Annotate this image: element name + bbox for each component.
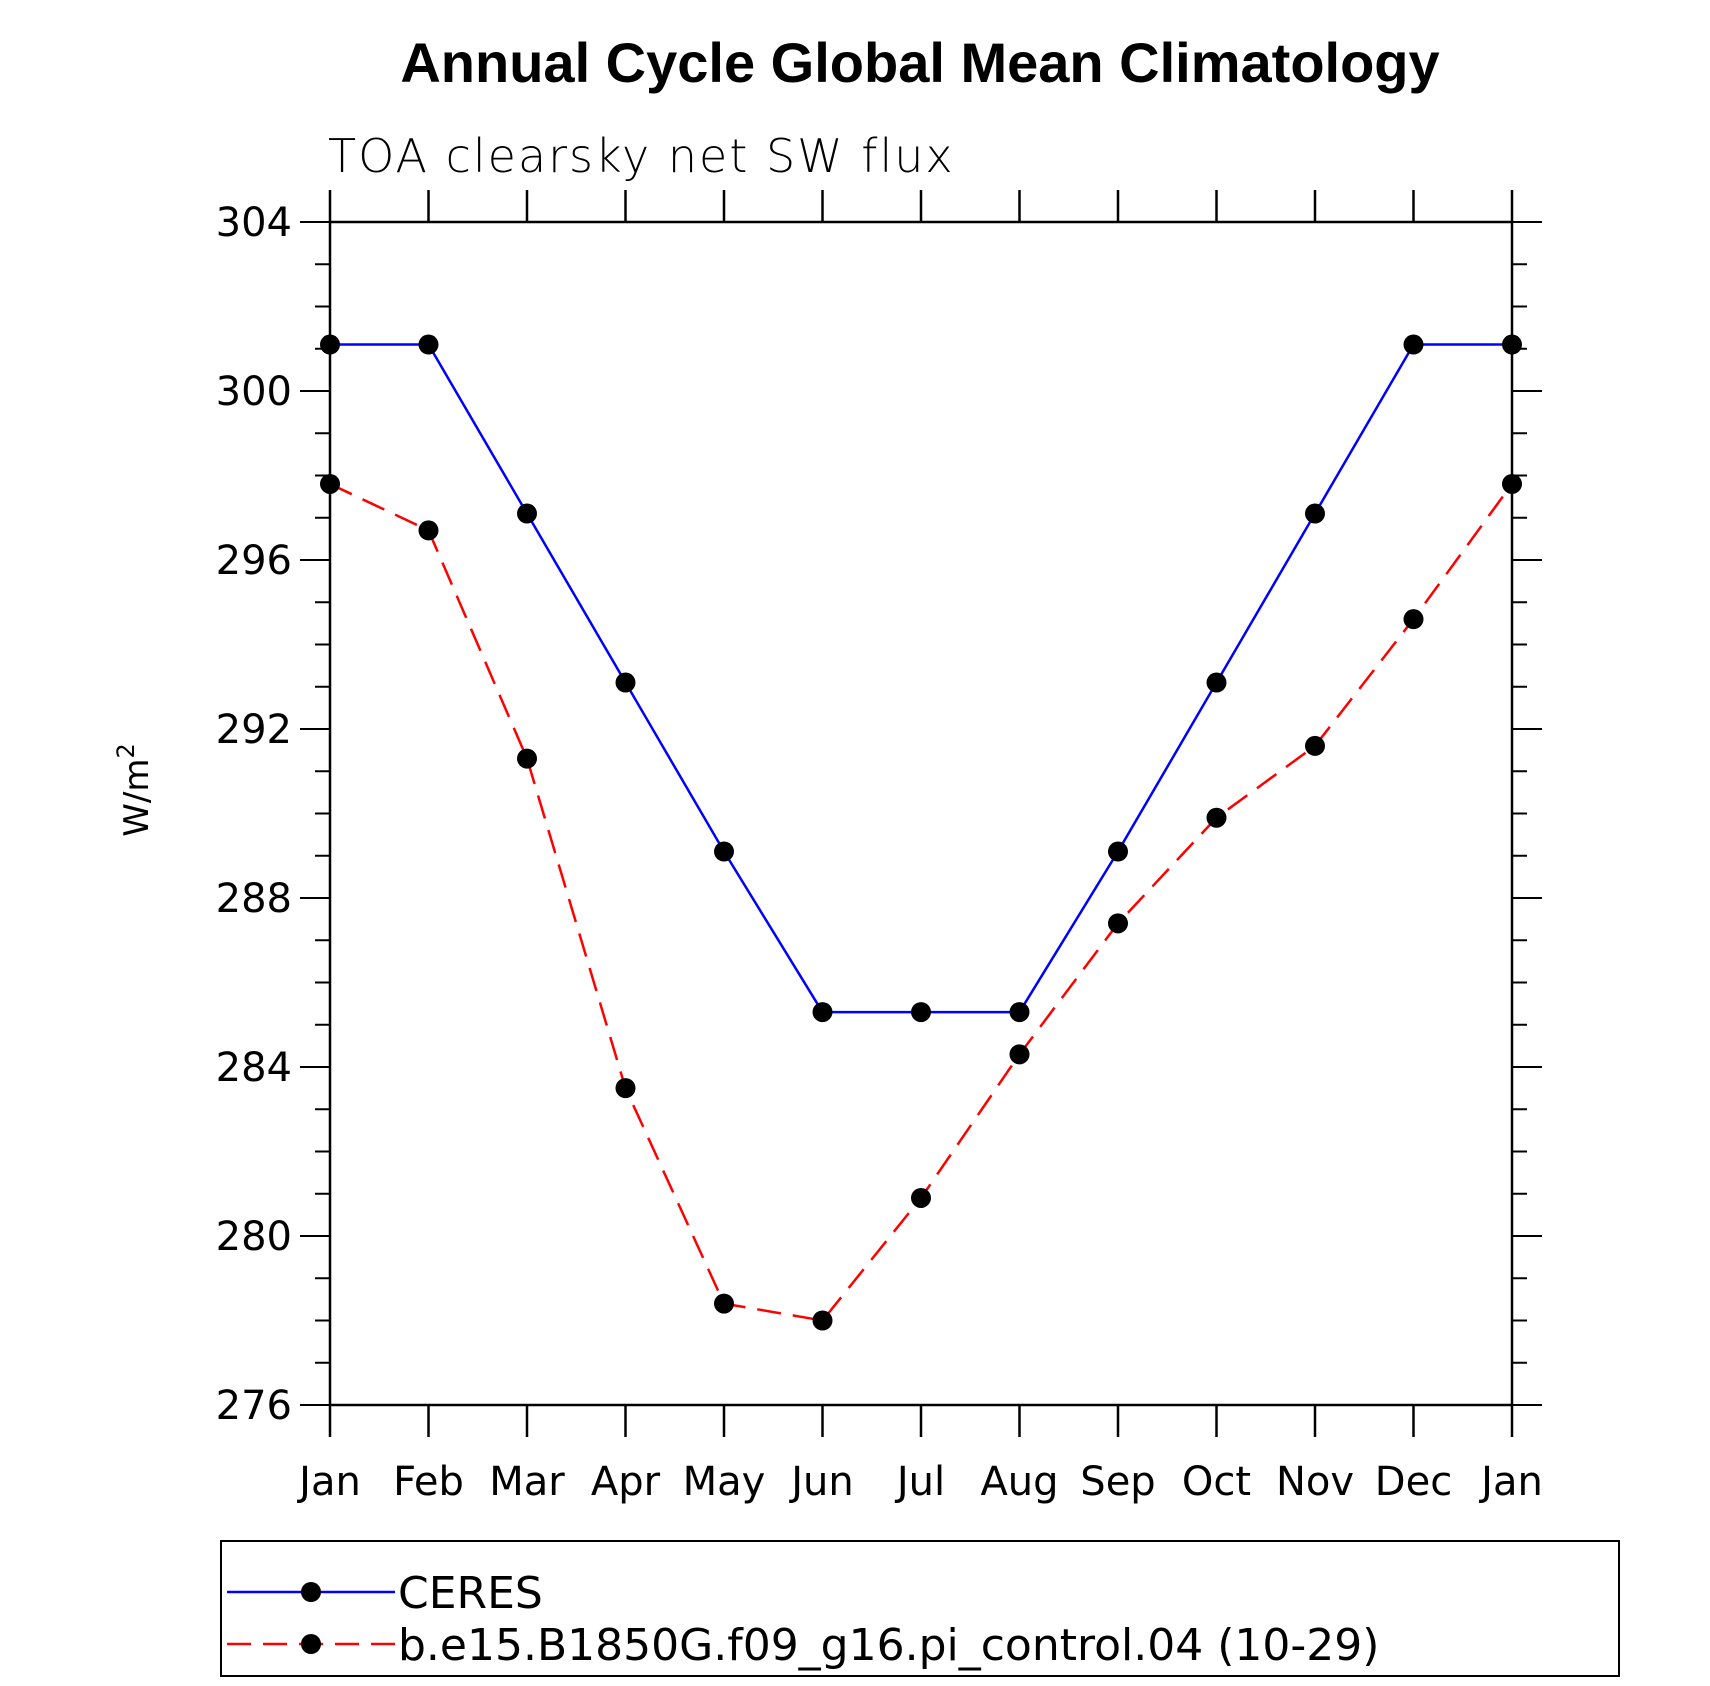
series-lines (329, 343, 1514, 1322)
x-tick-label: Feb (393, 1459, 464, 1505)
x-tick-label: Aug (980, 1459, 1058, 1505)
series-line-1 (330, 343, 1512, 1014)
data-point-series-2 (1108, 913, 1128, 934)
data-point-series-1 (1403, 334, 1424, 355)
legend-label-1: CERES (398, 1568, 543, 1619)
data-point-series-1 (1305, 503, 1325, 524)
x-tick-label: Jan (1478, 1459, 1543, 1505)
data-point-series-1 (615, 672, 636, 693)
data-point-series-2 (615, 1078, 636, 1099)
data-point-series-2 (320, 473, 340, 494)
legend-marker-2 (301, 1634, 321, 1654)
y-tick-label: 288 (216, 876, 292, 922)
legend-box (220, 1540, 1620, 1677)
data-point-series-2 (1206, 807, 1227, 828)
legend-label-2: b.e15.B1850G.f09_g16.pi_control.04 (10-2… (398, 1620, 1379, 1671)
series-markers (320, 334, 1522, 1331)
legend-marker-1 (301, 1582, 321, 1602)
x-tick-label: Sep (1080, 1459, 1155, 1505)
y-tick-label: 300 (216, 369, 292, 415)
y-axis-label: W/m2 (112, 743, 157, 836)
data-point-series-1 (1009, 1002, 1030, 1023)
data-point-series-2 (1009, 1044, 1030, 1065)
chart-subtitle: TOA clearsky net SW flux (328, 129, 955, 183)
x-tick-label: Mar (489, 1459, 565, 1505)
y-tick-label: 280 (216, 1214, 292, 1260)
x-tick-label: Oct (1182, 1459, 1251, 1505)
data-point-series-1 (320, 334, 340, 355)
y-tick-label: 276 (216, 1383, 292, 1429)
y-tick-label: 296 (216, 538, 292, 584)
data-point-series-2 (1305, 735, 1325, 756)
y-tick-label: 304 (216, 200, 292, 246)
y-axis-label-text: W/m (117, 759, 157, 837)
x-tick-label: May (683, 1459, 766, 1505)
x-tick-label: Dec (1375, 1459, 1452, 1505)
data-point-series-2 (418, 520, 439, 541)
data-point-series-1 (1108, 841, 1128, 862)
x-tick-label: Jul (894, 1459, 945, 1505)
x-tick-label: Jun (788, 1459, 854, 1505)
data-point-series-1 (714, 841, 734, 862)
legend: CERESb.e15.B1850G.f09_g16.pi_control.04 … (220, 1540, 1620, 1677)
chart-title: Annual Cycle Global Mean Climatology (400, 31, 1439, 94)
data-point-series-1 (517, 503, 537, 524)
data-point-series-1 (812, 1002, 833, 1023)
x-tick-label: Apr (591, 1459, 661, 1505)
data-point-series-1 (1502, 334, 1522, 355)
plot-axes: 276 280 284 288 292 296 300 304 Jan Feb Mar Apr May J… (216, 190, 1543, 1505)
data-point-series-2 (517, 748, 537, 769)
data-point-series-2 (911, 1187, 931, 1208)
x-tick-label: Nov (1276, 1459, 1354, 1505)
y-tick-label: 292 (216, 707, 292, 753)
data-point-series-2 (1502, 473, 1522, 494)
data-point-series-2 (1403, 609, 1424, 630)
y-tick-label: 284 (216, 1045, 292, 1091)
x-tick-label: Jan (296, 1459, 361, 1505)
data-point-series-2 (812, 1310, 833, 1331)
data-point-series-1 (1206, 672, 1227, 693)
y-axis-label-superscript: 2 (112, 743, 140, 758)
data-point-series-1 (911, 1002, 931, 1023)
data-point-series-1 (418, 334, 439, 355)
data-point-series-2 (714, 1293, 734, 1314)
plot-frame (328, 220, 1514, 1407)
